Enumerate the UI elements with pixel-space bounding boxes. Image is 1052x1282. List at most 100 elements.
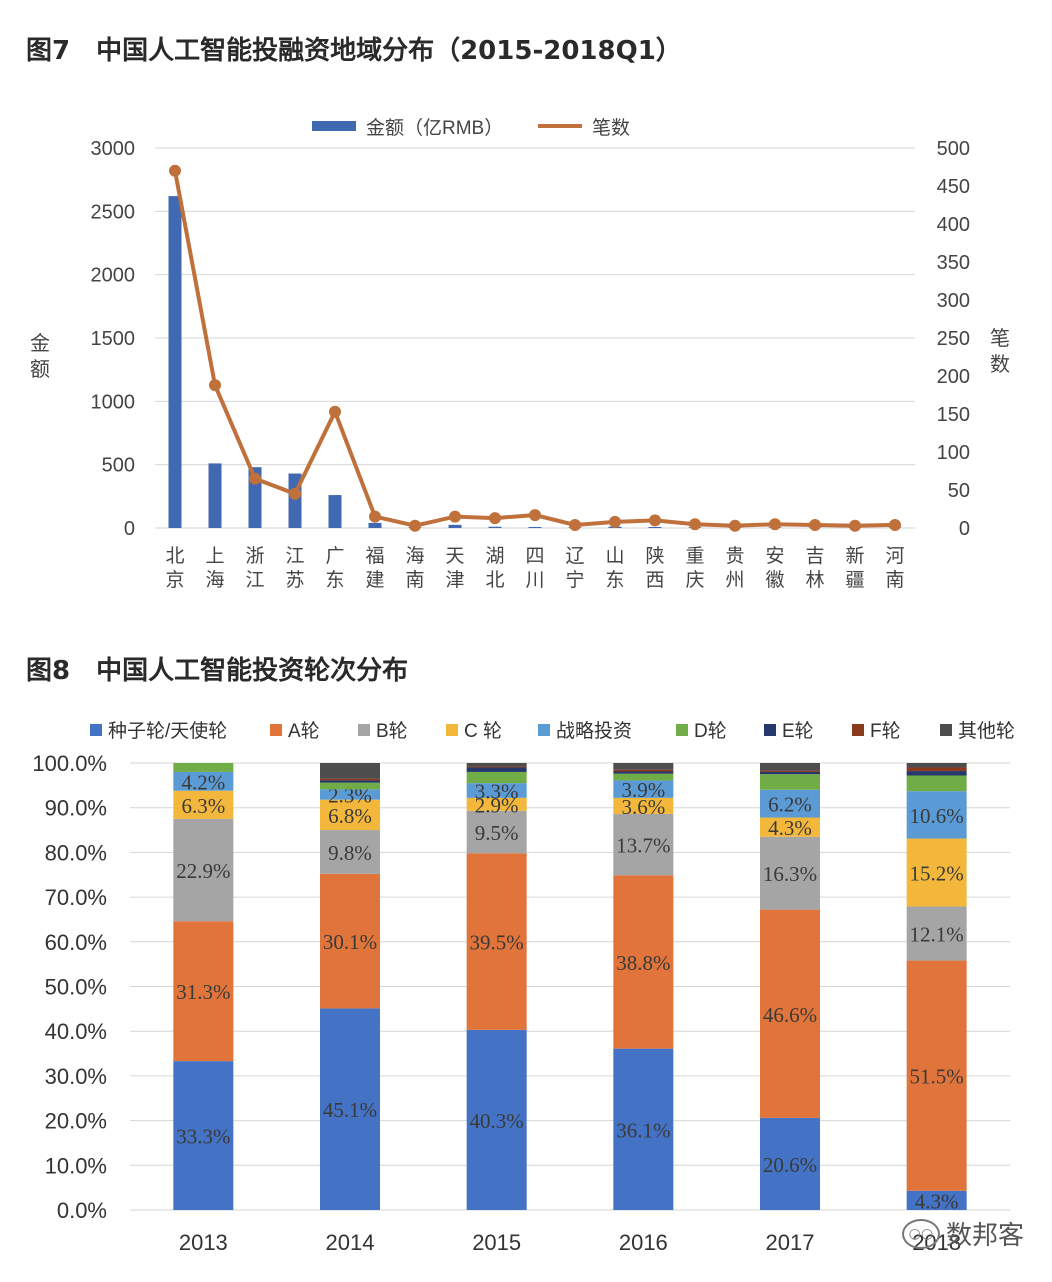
bar-segment (760, 789, 820, 818)
data-label: 46.6% (763, 1003, 817, 1027)
bar-segment (173, 763, 234, 772)
x-tick-label: 重庆 (685, 545, 704, 591)
legend-swatch (358, 724, 370, 736)
x-tick-label: 贵州 (725, 545, 744, 591)
y2-tick-label: 0 (959, 518, 970, 540)
bar-segment (466, 1029, 527, 1210)
y2-tick-label: 450 (937, 176, 970, 198)
data-label: 6.8% (328, 804, 372, 828)
x-tick-label: 江苏 (285, 545, 304, 591)
legend-swatch (270, 724, 282, 736)
data-label: 39.5% (470, 931, 524, 955)
legend-label: E轮 (782, 720, 814, 742)
data-label: 38.8% (616, 951, 670, 975)
bar-segment (173, 921, 234, 1062)
bar (648, 526, 662, 528)
data-label: 4.2% (181, 770, 225, 794)
legend-swatch (676, 724, 688, 736)
x-tick-label: 山东 (605, 545, 624, 591)
data-label: 45.1% (323, 1098, 377, 1122)
data-label: 36.1% (616, 1118, 670, 1142)
legend-label: C 轮 (464, 720, 502, 742)
x-tick-label: 2013 (179, 1230, 228, 1255)
data-label: 12.1% (910, 923, 964, 947)
bar-segment (906, 838, 967, 907)
chart-figure7: 0 500 1000 1500 2000 2500 3000 0 50 100 150 200 250 3… (30, 117, 1010, 591)
bar-segment (906, 1190, 967, 1210)
bar-segment (613, 797, 674, 814)
line-point (329, 405, 341, 418)
bar-segment (320, 763, 380, 779)
legend-label: D轮 (694, 720, 727, 742)
y2-tick-label: 100 (937, 442, 970, 464)
bar-segment (320, 830, 380, 874)
watermark: ○○ 数邦客 (901, 1215, 1024, 1252)
data-label: 13.7% (616, 834, 670, 858)
data-label: 30.1% (323, 930, 377, 954)
bar-segment (906, 763, 967, 768)
x-tick-label: 北京 (165, 545, 184, 591)
x-tick-label: 上海 (205, 545, 224, 591)
data-label: 4.3% (915, 1189, 959, 1213)
bar-segment (760, 836, 820, 910)
bar-segment (466, 767, 527, 772)
y-tick-label: 80.0% (45, 840, 107, 865)
line-point (209, 379, 221, 392)
y2-tick-label: 300 (937, 290, 970, 312)
line-point (889, 518, 901, 531)
bar-segment (466, 810, 527, 854)
figure8-title: 图8 中国人工智能投资轮次分布 (26, 656, 409, 686)
watermark-text: 数邦客 (945, 1221, 1024, 1251)
x-tick-label: 湖北 (485, 545, 504, 591)
bar-segment (173, 1061, 234, 1210)
legend-label: 种子轮/天使轮 (108, 720, 227, 742)
bar-segment (173, 790, 234, 819)
bar (528, 526, 542, 528)
y-tick-label: 2500 (91, 201, 136, 223)
bar (448, 524, 462, 528)
line-point (809, 518, 821, 531)
bar-segment (466, 771, 527, 784)
data-label: 33.3% (176, 1125, 230, 1149)
y-tick-label: 70.0% (45, 885, 107, 910)
x-tick-label: 陕西 (645, 545, 664, 591)
x-tick-label: 2014 (326, 1230, 375, 1255)
data-label: 6.3% (181, 794, 225, 818)
bar-segment (613, 1048, 674, 1210)
x-tick-label: 吉林 (805, 545, 824, 591)
line-point (769, 518, 781, 531)
line-point (849, 519, 861, 532)
bar (328, 495, 342, 528)
bar-segment (760, 1117, 820, 1210)
y-tick-label: 1000 (91, 391, 136, 413)
data-label: 10.6% (910, 804, 964, 828)
y-tick-label: 90.0% (45, 796, 107, 821)
bar-segment (320, 778, 380, 781)
legend-swatch (940, 724, 952, 736)
line-point (729, 519, 741, 532)
bar-segment (613, 773, 674, 781)
figure7-title: 图7 中国人工智能投融资地域分布（2015-2018Q1） (26, 36, 682, 66)
x-tick-label: 2015 (472, 1230, 521, 1255)
bar-segment (320, 1008, 380, 1210)
y-tick-label: 30.0% (45, 1064, 107, 1089)
x-tick-label: 福建 (365, 545, 384, 591)
bar-segment (613, 771, 674, 774)
y2-tick-label: 200 (937, 366, 970, 388)
y-tick-label: 100.0% (32, 751, 107, 776)
bar (368, 522, 382, 528)
line-point (569, 518, 581, 531)
legend-label: F轮 (870, 720, 901, 742)
y-tick-label: 60.0% (45, 930, 107, 955)
x-tick-label: 2017 (766, 1230, 815, 1255)
bar-segment (906, 767, 967, 772)
bar-segment (760, 771, 820, 775)
y-tick-label: 1500 (91, 328, 136, 350)
x-tick-label: 广东 (325, 545, 344, 591)
line-point (369, 510, 381, 523)
bar-segment (613, 875, 674, 1049)
bar-segment (320, 782, 380, 790)
y2-tick-label: 250 (937, 328, 970, 350)
y-tick-label: 10.0% (45, 1153, 107, 1178)
